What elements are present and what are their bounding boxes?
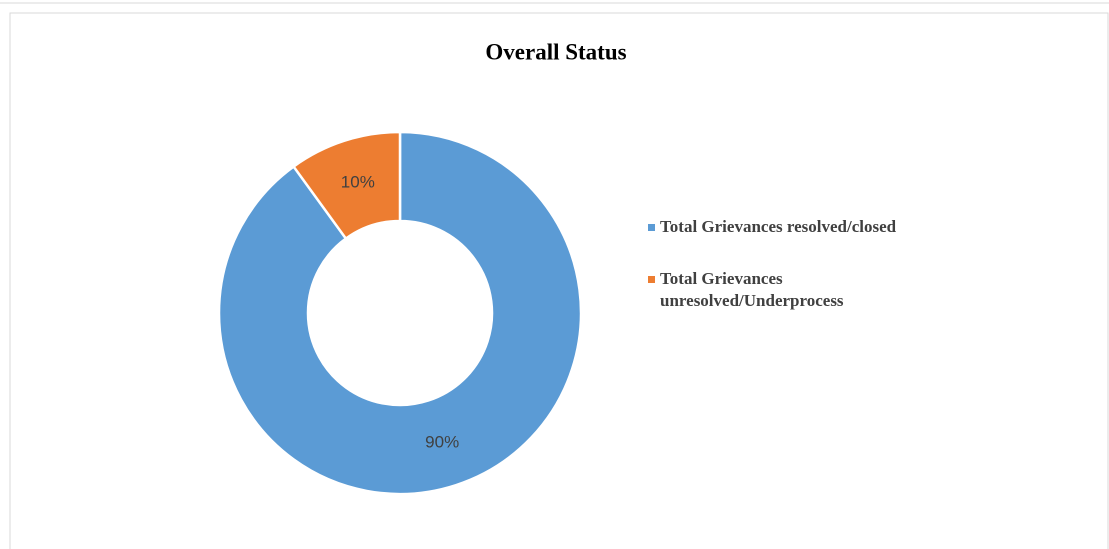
legend-swatch <box>648 224 655 231</box>
slice <box>217 130 583 496</box>
slice <box>291 130 402 241</box>
legend-label: Total Grievances unresolved/Underprocess <box>660 269 844 310</box>
legend-item: Total Grievances unresolved/Underprocess <box>648 268 878 312</box>
legend-label: Total Grievances resolved/closed <box>660 217 897 236</box>
legend: Total Grievances resolved/closed Total Gr… <box>648 216 1028 342</box>
legend-swatch <box>648 276 655 283</box>
data-label: 10% <box>341 173 375 192</box>
chart-title: Overall Status <box>485 39 626 64</box>
legend-item: Total Grievances resolved/closed <box>648 216 1028 238</box>
data-label: 90% <box>425 432 459 451</box>
